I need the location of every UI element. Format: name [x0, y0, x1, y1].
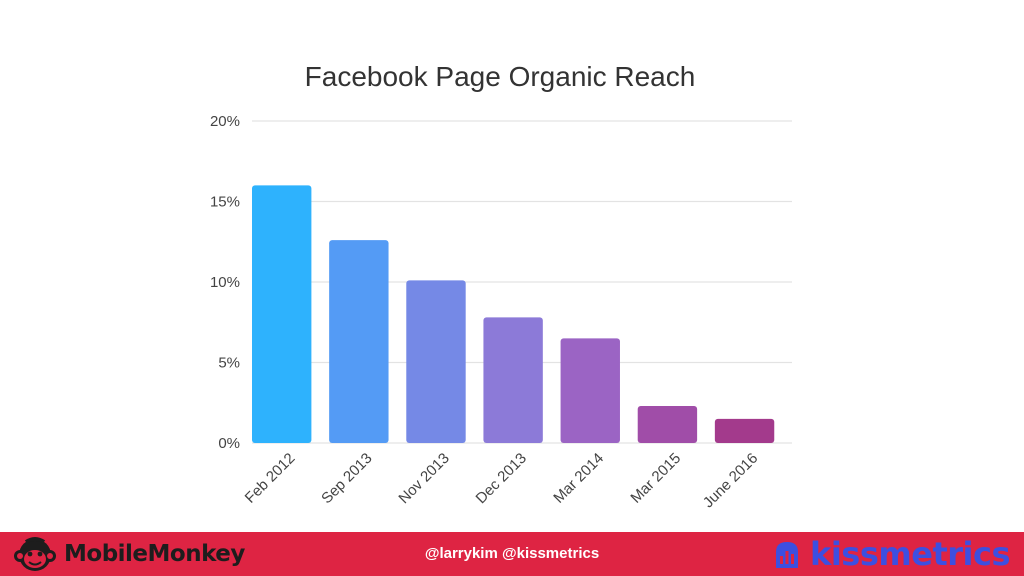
y-tick-label: 15% [210, 194, 240, 211]
bar [637, 405, 698, 443]
x-tick-label: Feb 2012 [242, 450, 299, 507]
bar-chart: Facebook Page Organic Reach 0% 5% 10% 15% 20… [210, 61, 792, 512]
bar [252, 185, 312, 443]
brand-right-text: kissmetrics [810, 535, 1010, 573]
y-tick-label: 20% [210, 113, 240, 130]
bar [406, 280, 466, 443]
bar-chart-icon [776, 542, 799, 568]
x-tick-label: Nov 2013 [395, 450, 452, 507]
brand-left-text: MobileMonkey [64, 541, 245, 567]
y-tick-label: 10% [210, 274, 240, 291]
monkey-icon [14, 537, 56, 571]
x-tick-label: Mar 2014 [550, 450, 607, 507]
bar [483, 317, 543, 443]
bar [560, 338, 620, 443]
chart-title: Facebook Page Organic Reach [305, 61, 696, 92]
x-tick-label: June 2016 [700, 450, 762, 512]
x-tick-label: Dec 2013 [473, 450, 530, 507]
x-tick-label: Mar 2015 [627, 450, 684, 507]
mobilemonkey-logo: MobileMonkey [12, 532, 245, 576]
x-tick-label: Sep 2013 [318, 450, 375, 507]
y-tick-label: 0% [218, 435, 240, 452]
y-tick-label: 5% [218, 355, 240, 372]
footer-bar: MobileMonkey @larrykim @kissmetrics kiss… [0, 532, 1024, 576]
kissmetrics-logo: kissmetrics [770, 532, 1010, 576]
bar [714, 418, 775, 443]
bar [329, 240, 389, 443]
